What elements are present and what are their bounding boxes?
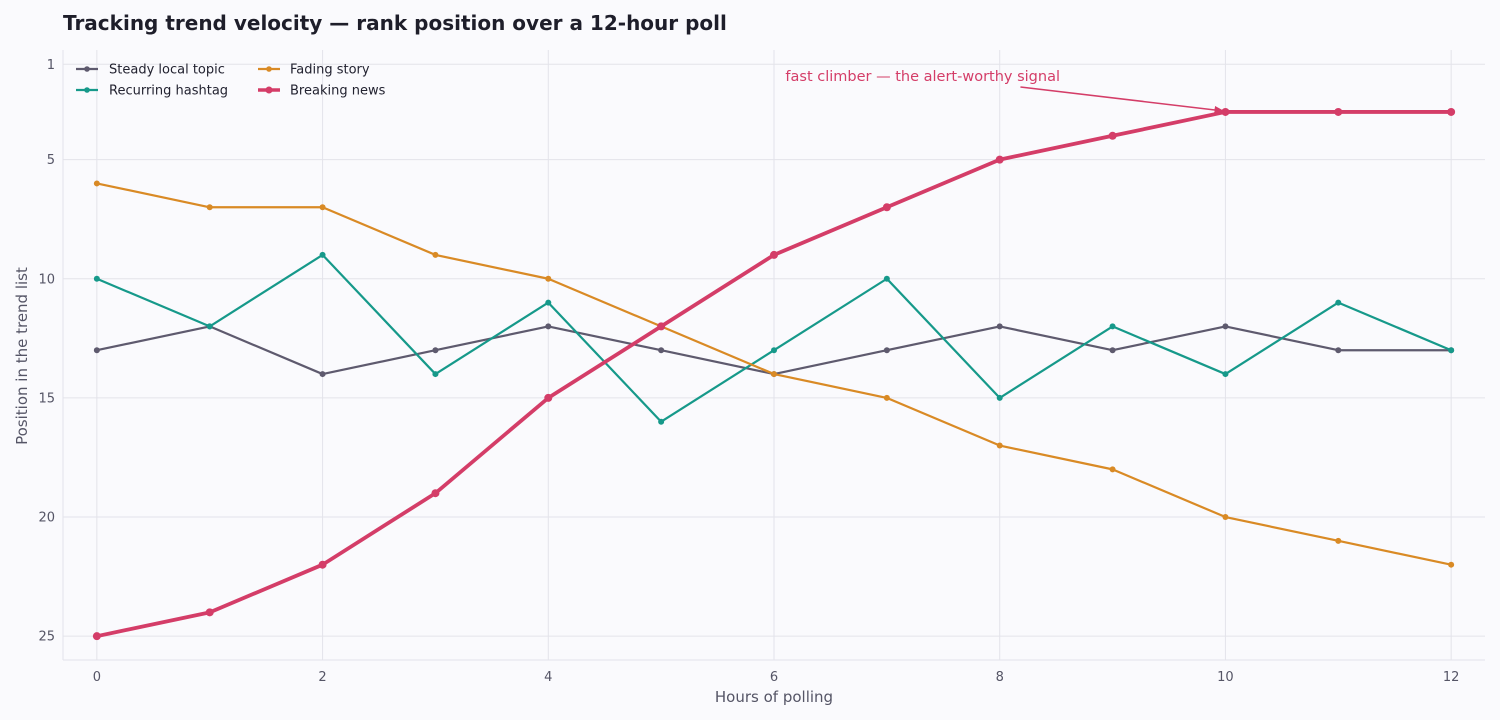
x-tick-label: 6 [770, 670, 778, 685]
y-axis-label: Position in the trend list [13, 267, 31, 445]
data-point [318, 560, 327, 569]
legend-label: Fading story [290, 63, 370, 78]
data-point [1448, 347, 1455, 354]
data-point [658, 418, 665, 425]
data-point [1222, 514, 1229, 521]
series-fading-story [93, 180, 1455, 568]
data-point [93, 347, 100, 354]
data-point [882, 203, 891, 212]
x-tick-label: 8 [996, 670, 1004, 685]
annotation-arrow [1020, 86, 1225, 114]
annotation-text: fast climber — the alert-worthy signal [785, 69, 1060, 85]
data-point [1222, 323, 1229, 330]
data-point [1448, 561, 1455, 568]
data-point [883, 347, 890, 354]
data-point [1109, 466, 1116, 473]
data-point [92, 632, 101, 641]
legend-item: Breaking news [258, 84, 386, 99]
data-point [545, 323, 552, 330]
data-point [771, 371, 777, 378]
data-point [996, 442, 1003, 449]
grid [63, 50, 1485, 660]
data-point [658, 347, 665, 354]
x-axis-label: Hours of polling [715, 688, 833, 706]
data-point [1109, 347, 1116, 354]
data-point [432, 347, 439, 354]
data-point [1334, 107, 1343, 116]
series-group [92, 107, 1456, 641]
data-point [657, 322, 666, 331]
y-tick-label: 10 [38, 272, 55, 287]
data-point [996, 323, 1003, 330]
y-tick-label: 1 [47, 58, 55, 73]
data-point [431, 489, 440, 498]
data-point [544, 393, 553, 402]
annotation-group: fast climber — the alert-worthy signal [785, 69, 1225, 114]
data-point [319, 251, 326, 258]
legend-marker [84, 66, 90, 72]
legend-marker [265, 86, 273, 94]
data-point [1109, 323, 1116, 330]
data-point [996, 394, 1003, 401]
y-tick-label: 25 [38, 630, 55, 645]
legend-marker [84, 87, 90, 93]
data-point [93, 180, 100, 187]
data-point [1222, 371, 1229, 378]
data-point [93, 275, 100, 282]
x-tick-label: 0 [93, 670, 101, 685]
legend-label: Steady local topic [109, 63, 225, 78]
data-point [770, 250, 778, 259]
data-point [1335, 299, 1342, 306]
data-point [1447, 107, 1456, 116]
data-point [995, 155, 1004, 164]
data-point [771, 347, 777, 354]
data-point [1108, 131, 1117, 140]
data-point [883, 275, 890, 282]
data-point [432, 251, 439, 258]
legend-marker [266, 66, 272, 72]
data-point [1335, 347, 1342, 354]
legend-item: Recurring hashtag [76, 84, 228, 99]
legend-item: Steady local topic [76, 63, 225, 78]
data-point [883, 394, 890, 401]
data-point [319, 371, 326, 378]
axes [62, 50, 1485, 661]
x-tick-label: 4 [544, 670, 552, 685]
series-recurring-hashtag [93, 251, 1455, 425]
data-point [545, 299, 552, 306]
x-tick-label: 10 [1217, 670, 1234, 685]
data-point [206, 204, 213, 211]
y-tick-label: 20 [38, 511, 55, 526]
y-tick-label: 15 [38, 391, 55, 406]
data-point [206, 323, 213, 330]
chart-title: Tracking trend velocity — rank position … [63, 11, 727, 35]
data-point [1221, 107, 1230, 116]
x-tick-label: 12 [1443, 670, 1460, 685]
y-tick-label: 5 [47, 153, 55, 168]
legend-item: Fading story [258, 63, 370, 78]
data-point [545, 275, 552, 282]
data-point [205, 608, 214, 617]
data-point [432, 371, 439, 378]
legend: Steady local topic Recurring hashtag Fadin… [76, 63, 386, 99]
legend-label: Breaking news [290, 84, 386, 99]
data-point [1335, 537, 1342, 544]
x-tick-label: 2 [318, 670, 326, 685]
legend-label: Recurring hashtag [109, 84, 228, 99]
data-point [319, 204, 326, 211]
series-breaking-news [92, 107, 1456, 641]
